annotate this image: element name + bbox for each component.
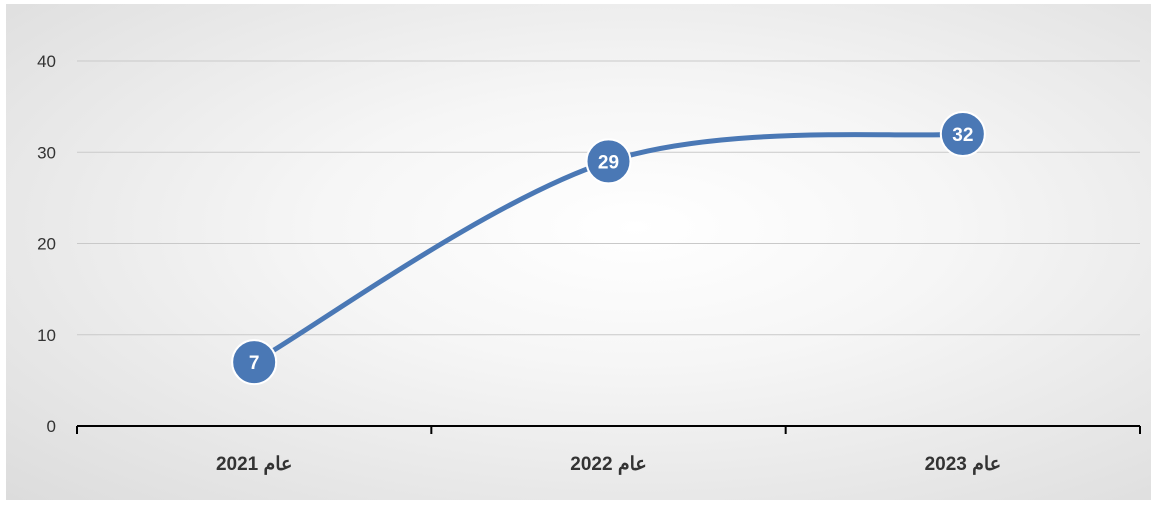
data-label: 7: [249, 353, 260, 374]
x-category-label: عام 2023: [925, 454, 1001, 475]
y-tick-label: 20: [37, 235, 56, 254]
data-point-marker: [585, 138, 632, 185]
x-category-label: عام 2022: [570, 454, 646, 475]
x-category-label: عام 2021: [216, 454, 292, 475]
data-point-marker: [939, 111, 986, 157]
chart-area: 0 10 20 30 40 عام 2021 عام 2022 عام 2023 7 29 32: [6, 4, 1151, 500]
y-tick-label: 0: [47, 417, 56, 436]
y-tick-label: 30: [37, 143, 56, 162]
data-point-marker: [231, 339, 278, 386]
data-label: 32: [952, 125, 973, 146]
y-tick-label: 40: [37, 52, 56, 71]
y-tick-label: 10: [37, 326, 56, 345]
data-label: 29: [598, 152, 619, 173]
